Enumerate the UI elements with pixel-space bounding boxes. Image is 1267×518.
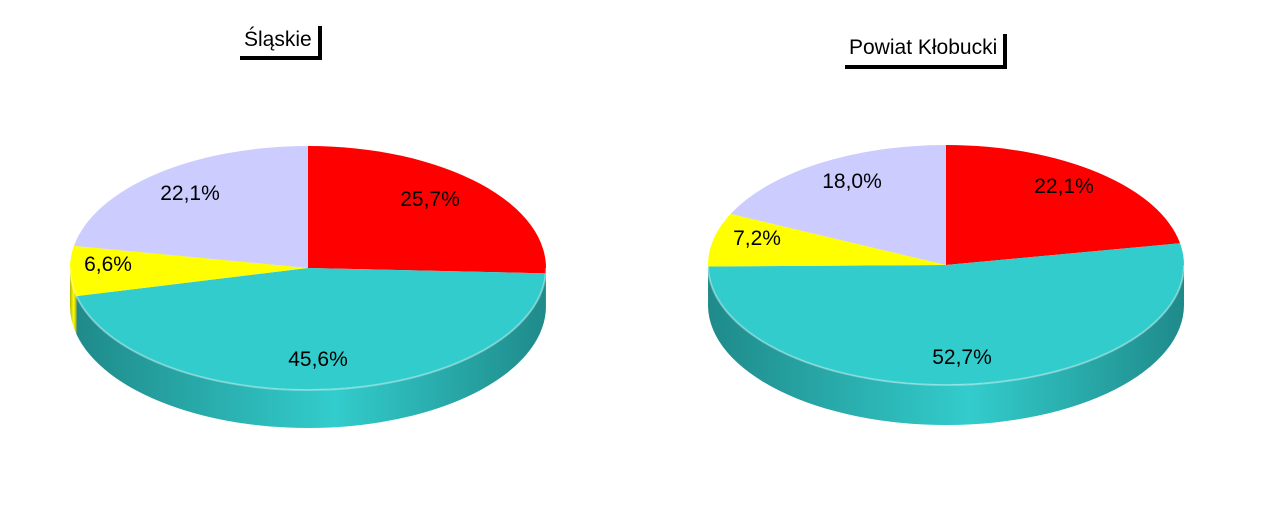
- pie-slice: [730, 145, 946, 265]
- pie-slice: [76, 268, 546, 391]
- pie-slice: [708, 213, 946, 267]
- pie-chart-0: 25,7% 45,6% 6,6% 22,1%: [69, 146, 547, 429]
- chart-title-slaskie: Śląskie: [240, 26, 322, 60]
- slice-label: 45,6%: [288, 348, 348, 371]
- slice-label: 18,0%: [822, 170, 882, 193]
- chart-title-powiat-klobucki: Powiat Kłobucki: [845, 34, 1008, 69]
- pie-chart-1: 22,1% 52,7% 7,2% 18,0%: [707, 145, 1185, 426]
- pie-slice: [708, 243, 1184, 385]
- pie-rim-highlight: [707, 264, 1185, 386]
- slice-label: 25,7%: [400, 188, 460, 211]
- slice-label: 52,7%: [932, 346, 992, 369]
- pie-slice: [73, 146, 309, 268]
- slice-label: 22,1%: [1034, 175, 1094, 198]
- pie-slice: [70, 245, 309, 297]
- pie-rim-highlight: [69, 267, 547, 391]
- slice-label: 7,2%: [733, 227, 781, 250]
- pie-slice: [946, 145, 1181, 265]
- pie-slice: [308, 146, 547, 274]
- slice-label: 6,6%: [84, 253, 132, 276]
- pie-side-wall: [76, 273, 546, 429]
- pie-side-wall: [708, 265, 1184, 426]
- slice-label: 22,1%: [160, 182, 220, 205]
- pie-side-wall: [70, 268, 77, 335]
